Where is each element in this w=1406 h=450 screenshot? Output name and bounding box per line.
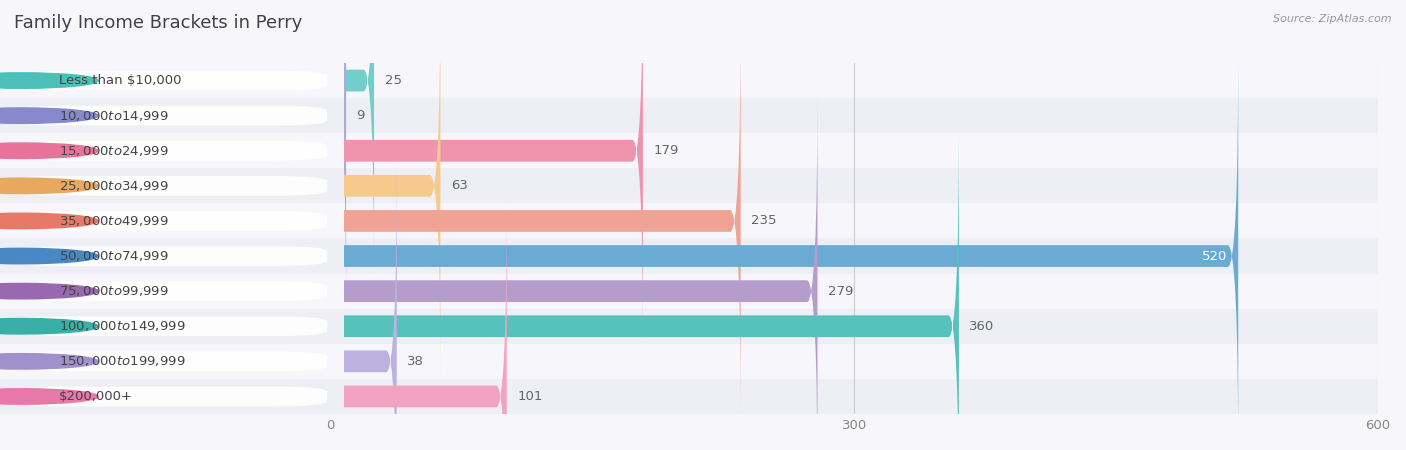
Text: $25,000 to $34,999: $25,000 to $34,999	[59, 179, 169, 193]
Text: Family Income Brackets in Perry: Family Income Brackets in Perry	[14, 14, 302, 32]
Circle shape	[0, 178, 98, 194]
FancyBboxPatch shape	[0, 274, 344, 309]
Text: 179: 179	[654, 144, 679, 157]
Text: Source: ZipAtlas.com: Source: ZipAtlas.com	[1274, 14, 1392, 23]
Circle shape	[0, 284, 98, 299]
Text: 235: 235	[751, 215, 776, 227]
FancyBboxPatch shape	[330, 0, 440, 386]
Text: 360: 360	[969, 320, 994, 333]
FancyBboxPatch shape	[10, 211, 328, 231]
FancyBboxPatch shape	[10, 351, 328, 371]
FancyBboxPatch shape	[0, 168, 344, 203]
FancyBboxPatch shape	[10, 387, 328, 406]
FancyBboxPatch shape	[10, 246, 328, 266]
FancyBboxPatch shape	[330, 309, 1378, 344]
Text: Less than $10,000: Less than $10,000	[59, 74, 181, 87]
Circle shape	[0, 108, 98, 123]
FancyBboxPatch shape	[10, 176, 328, 196]
FancyBboxPatch shape	[330, 274, 1378, 309]
Text: 25: 25	[384, 74, 402, 87]
FancyBboxPatch shape	[330, 0, 643, 351]
FancyBboxPatch shape	[330, 21, 741, 421]
FancyBboxPatch shape	[10, 106, 328, 126]
FancyBboxPatch shape	[330, 203, 1378, 238]
FancyBboxPatch shape	[330, 91, 817, 450]
FancyBboxPatch shape	[10, 281, 328, 301]
Text: $75,000 to $99,999: $75,000 to $99,999	[59, 284, 169, 298]
Text: 9: 9	[357, 109, 366, 122]
Text: $50,000 to $74,999: $50,000 to $74,999	[59, 249, 169, 263]
Text: $100,000 to $149,999: $100,000 to $149,999	[59, 319, 186, 333]
FancyBboxPatch shape	[330, 162, 396, 450]
FancyBboxPatch shape	[330, 56, 1239, 450]
FancyBboxPatch shape	[10, 316, 328, 336]
FancyBboxPatch shape	[330, 0, 374, 280]
Circle shape	[0, 73, 98, 88]
FancyBboxPatch shape	[0, 98, 344, 133]
Text: $10,000 to $14,999: $10,000 to $14,999	[59, 108, 169, 123]
Text: 279: 279	[828, 285, 853, 297]
FancyBboxPatch shape	[330, 379, 1378, 414]
FancyBboxPatch shape	[0, 344, 344, 379]
Text: $150,000 to $199,999: $150,000 to $199,999	[59, 354, 186, 369]
FancyBboxPatch shape	[0, 203, 344, 238]
FancyBboxPatch shape	[0, 238, 344, 274]
Text: 520: 520	[1202, 250, 1227, 262]
FancyBboxPatch shape	[330, 344, 1378, 379]
FancyBboxPatch shape	[330, 238, 1378, 274]
FancyBboxPatch shape	[10, 71, 328, 90]
Text: 63: 63	[451, 180, 468, 192]
FancyBboxPatch shape	[330, 133, 1378, 168]
FancyBboxPatch shape	[330, 126, 959, 450]
Circle shape	[0, 319, 98, 334]
Text: $15,000 to $24,999: $15,000 to $24,999	[59, 144, 169, 158]
Circle shape	[0, 143, 98, 158]
Circle shape	[0, 389, 98, 404]
Text: $35,000 to $49,999: $35,000 to $49,999	[59, 214, 169, 228]
FancyBboxPatch shape	[0, 133, 344, 168]
FancyBboxPatch shape	[330, 63, 1378, 98]
FancyBboxPatch shape	[0, 379, 344, 414]
FancyBboxPatch shape	[0, 309, 344, 344]
FancyBboxPatch shape	[10, 141, 328, 161]
Text: 38: 38	[408, 355, 425, 368]
FancyBboxPatch shape	[0, 63, 344, 98]
FancyBboxPatch shape	[330, 98, 1378, 133]
FancyBboxPatch shape	[330, 0, 346, 315]
Circle shape	[0, 354, 98, 369]
Circle shape	[0, 248, 98, 264]
Circle shape	[0, 213, 98, 229]
FancyBboxPatch shape	[330, 197, 506, 450]
FancyBboxPatch shape	[330, 168, 1378, 203]
Text: $200,000+: $200,000+	[59, 390, 132, 403]
Text: 101: 101	[517, 390, 543, 403]
